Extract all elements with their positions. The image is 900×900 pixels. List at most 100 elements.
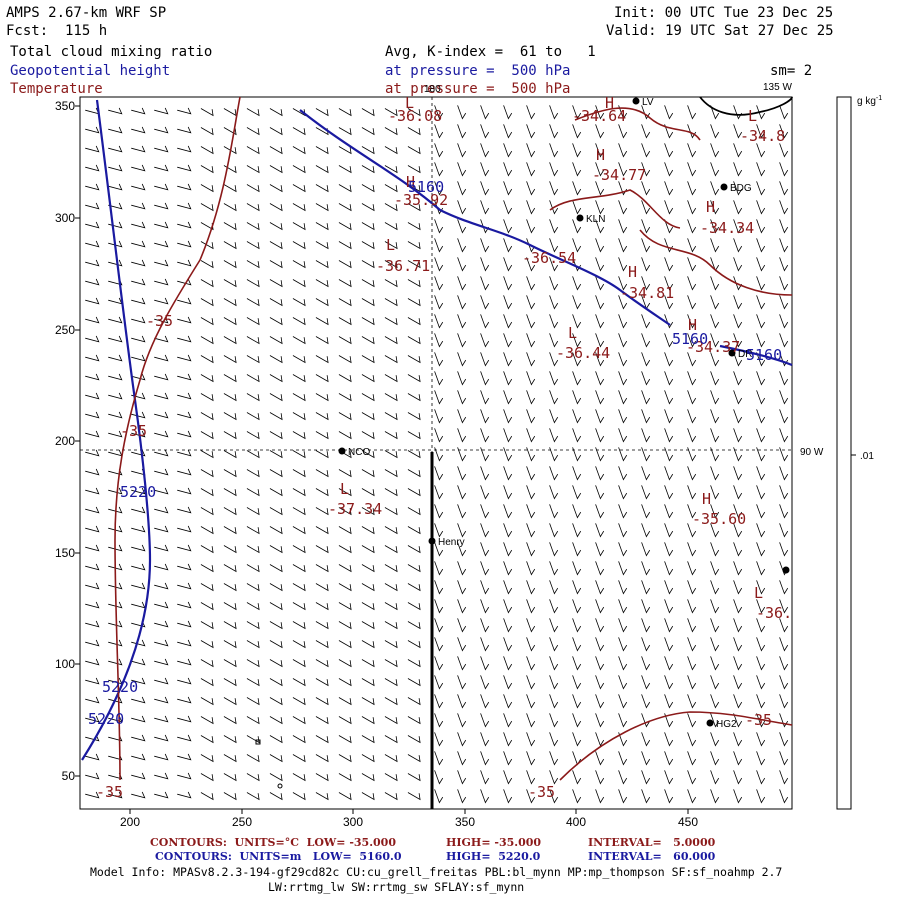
wind-barb bbox=[384, 260, 398, 269]
wind-barb bbox=[292, 184, 306, 193]
wind-barb bbox=[292, 450, 306, 459]
wind-barb bbox=[480, 409, 490, 424]
wind-barb bbox=[315, 640, 329, 649]
wind-barb bbox=[407, 792, 421, 801]
wind-barb bbox=[246, 488, 260, 497]
wind-barb bbox=[338, 298, 352, 307]
cloud-contour-ne bbox=[699, 96, 793, 116]
wind-barb bbox=[177, 734, 192, 742]
wind-barb bbox=[664, 637, 674, 652]
wind-barb bbox=[361, 127, 375, 136]
wind-barb bbox=[269, 488, 283, 497]
wind-barb bbox=[710, 599, 720, 614]
wind-barb bbox=[595, 694, 605, 709]
y-tick: 350 bbox=[55, 99, 75, 113]
wind-barb bbox=[315, 431, 329, 440]
wind-barb bbox=[131, 677, 146, 685]
wind-barb bbox=[407, 355, 421, 364]
wind-barb bbox=[177, 430, 192, 438]
wind-barb bbox=[618, 789, 628, 804]
wind-barb bbox=[687, 200, 697, 215]
wind-barb bbox=[572, 599, 582, 614]
wind-barb bbox=[292, 792, 306, 801]
wind-barb bbox=[200, 697, 214, 706]
wind-barb bbox=[756, 428, 766, 443]
wind-barb bbox=[526, 447, 536, 462]
wind-barb bbox=[384, 431, 398, 440]
wind-barb bbox=[595, 675, 605, 690]
temp-contour-west bbox=[114, 96, 241, 781]
wind-barb bbox=[131, 696, 146, 704]
temp-label: H bbox=[628, 263, 637, 281]
wind-barb bbox=[756, 143, 766, 158]
wind-barb bbox=[710, 428, 720, 443]
wind-barb bbox=[687, 333, 697, 348]
wind-barb bbox=[108, 791, 123, 799]
wind-barb bbox=[338, 355, 352, 364]
wind-barb bbox=[407, 507, 421, 516]
wind-barb bbox=[292, 659, 306, 668]
wind-barb bbox=[434, 181, 444, 196]
wind-barb bbox=[384, 298, 398, 307]
valid-time: Valid: 19 UTC Sat 27 Dec 25 bbox=[606, 23, 834, 39]
wind-barb bbox=[154, 563, 169, 571]
wind-barb bbox=[572, 675, 582, 690]
wind-barb bbox=[526, 637, 536, 652]
wind-barb bbox=[733, 105, 743, 120]
wind-barb bbox=[223, 564, 237, 573]
wind-barb bbox=[526, 105, 536, 120]
wind-barb bbox=[572, 542, 582, 557]
wind-barb bbox=[641, 675, 651, 690]
wind-barb bbox=[687, 789, 697, 804]
wind-barb bbox=[246, 564, 260, 573]
wind-barb bbox=[131, 183, 146, 191]
wind-barb bbox=[85, 411, 100, 419]
wind-barb bbox=[618, 352, 628, 367]
wind-barb bbox=[687, 656, 697, 671]
wind-barb bbox=[108, 221, 123, 229]
grid-marker-square bbox=[255, 739, 261, 745]
wind-barb bbox=[131, 164, 146, 172]
wind-barb bbox=[361, 222, 375, 231]
wind-barb bbox=[434, 504, 444, 519]
wind-barb bbox=[384, 279, 398, 288]
wind-barb bbox=[361, 317, 375, 326]
wind-barb bbox=[526, 542, 536, 557]
wind-barb bbox=[292, 564, 306, 573]
wind-barb bbox=[733, 713, 743, 728]
wind-barb bbox=[85, 772, 100, 780]
wind-barb bbox=[434, 694, 444, 709]
wind-barb bbox=[618, 751, 628, 766]
temp-label: -34.64 bbox=[572, 107, 626, 125]
model-info: Model Info: MPASv8.2.3-194-gf29cd82c CU:… bbox=[90, 865, 783, 879]
temp-label: H bbox=[702, 490, 711, 508]
wind-barb bbox=[710, 143, 720, 158]
wind-barb bbox=[457, 390, 467, 405]
wind-barb bbox=[246, 203, 260, 212]
wind-barb bbox=[733, 523, 743, 538]
wind-barb bbox=[246, 184, 260, 193]
wind-barb bbox=[526, 352, 536, 367]
wind-barb bbox=[549, 675, 559, 690]
wind-barb bbox=[710, 618, 720, 633]
wind-barb bbox=[131, 297, 146, 305]
wind-barb bbox=[315, 792, 329, 801]
wind-barb bbox=[503, 523, 513, 538]
wind-barb bbox=[292, 260, 306, 269]
wind-barb bbox=[503, 751, 513, 766]
wind-barb bbox=[480, 789, 490, 804]
wind-barb bbox=[361, 621, 375, 630]
init-time: Init: 00 UTC Tue 23 Dec 25 bbox=[614, 5, 834, 21]
wind-barb bbox=[549, 618, 559, 633]
wind-barb bbox=[595, 162, 605, 177]
wind-barb bbox=[177, 107, 192, 115]
wind-barb bbox=[246, 165, 260, 174]
wind-barb bbox=[384, 412, 398, 421]
wind-barb bbox=[361, 659, 375, 668]
wind-barb bbox=[618, 523, 628, 538]
wind-barb bbox=[315, 165, 329, 174]
wind-barb bbox=[779, 181, 789, 196]
wind-barb bbox=[246, 241, 260, 250]
wind-barb bbox=[434, 219, 444, 234]
wind-barb bbox=[572, 466, 582, 481]
